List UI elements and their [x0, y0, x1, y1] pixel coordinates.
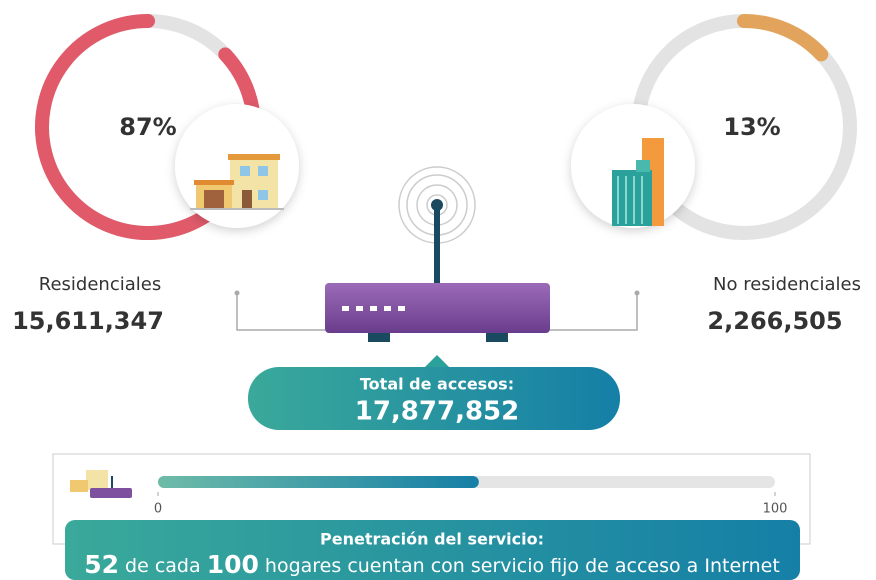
- count: 2,266,505: [707, 307, 842, 335]
- progress-fill: [158, 476, 479, 488]
- penetration-title: Penetración del servicio:: [320, 530, 544, 549]
- house-icon: [190, 154, 284, 210]
- donut-arc: [737, 14, 829, 62]
- count: 15,611,347: [12, 307, 164, 335]
- penetration-pill: [65, 520, 800, 580]
- text: de cada: [125, 555, 201, 577]
- percent-label: 13%: [723, 113, 780, 141]
- tick-label: 100: [763, 502, 788, 517]
- penetration-sentence: 52 de cada 100 hogares cuentan con servi…: [84, 550, 780, 579]
- category-label: No residenciales: [713, 274, 861, 295]
- total-count: 17,877,852: [355, 397, 519, 427]
- mini-icon: [70, 470, 132, 498]
- tick-label: 0: [154, 502, 162, 517]
- total-pill: [248, 367, 620, 430]
- max: 100: [207, 550, 259, 579]
- pill-pointer: [425, 355, 449, 367]
- category-label: Residenciales: [39, 274, 161, 295]
- total-label: Total de accesos:: [360, 375, 514, 394]
- router: [234, 166, 640, 342]
- percent-label: 87%: [119, 113, 176, 141]
- value: 52: [84, 550, 119, 579]
- text: hogares cuentan con servicio fijo de acc…: [265, 555, 780, 577]
- building-icon: [612, 138, 664, 226]
